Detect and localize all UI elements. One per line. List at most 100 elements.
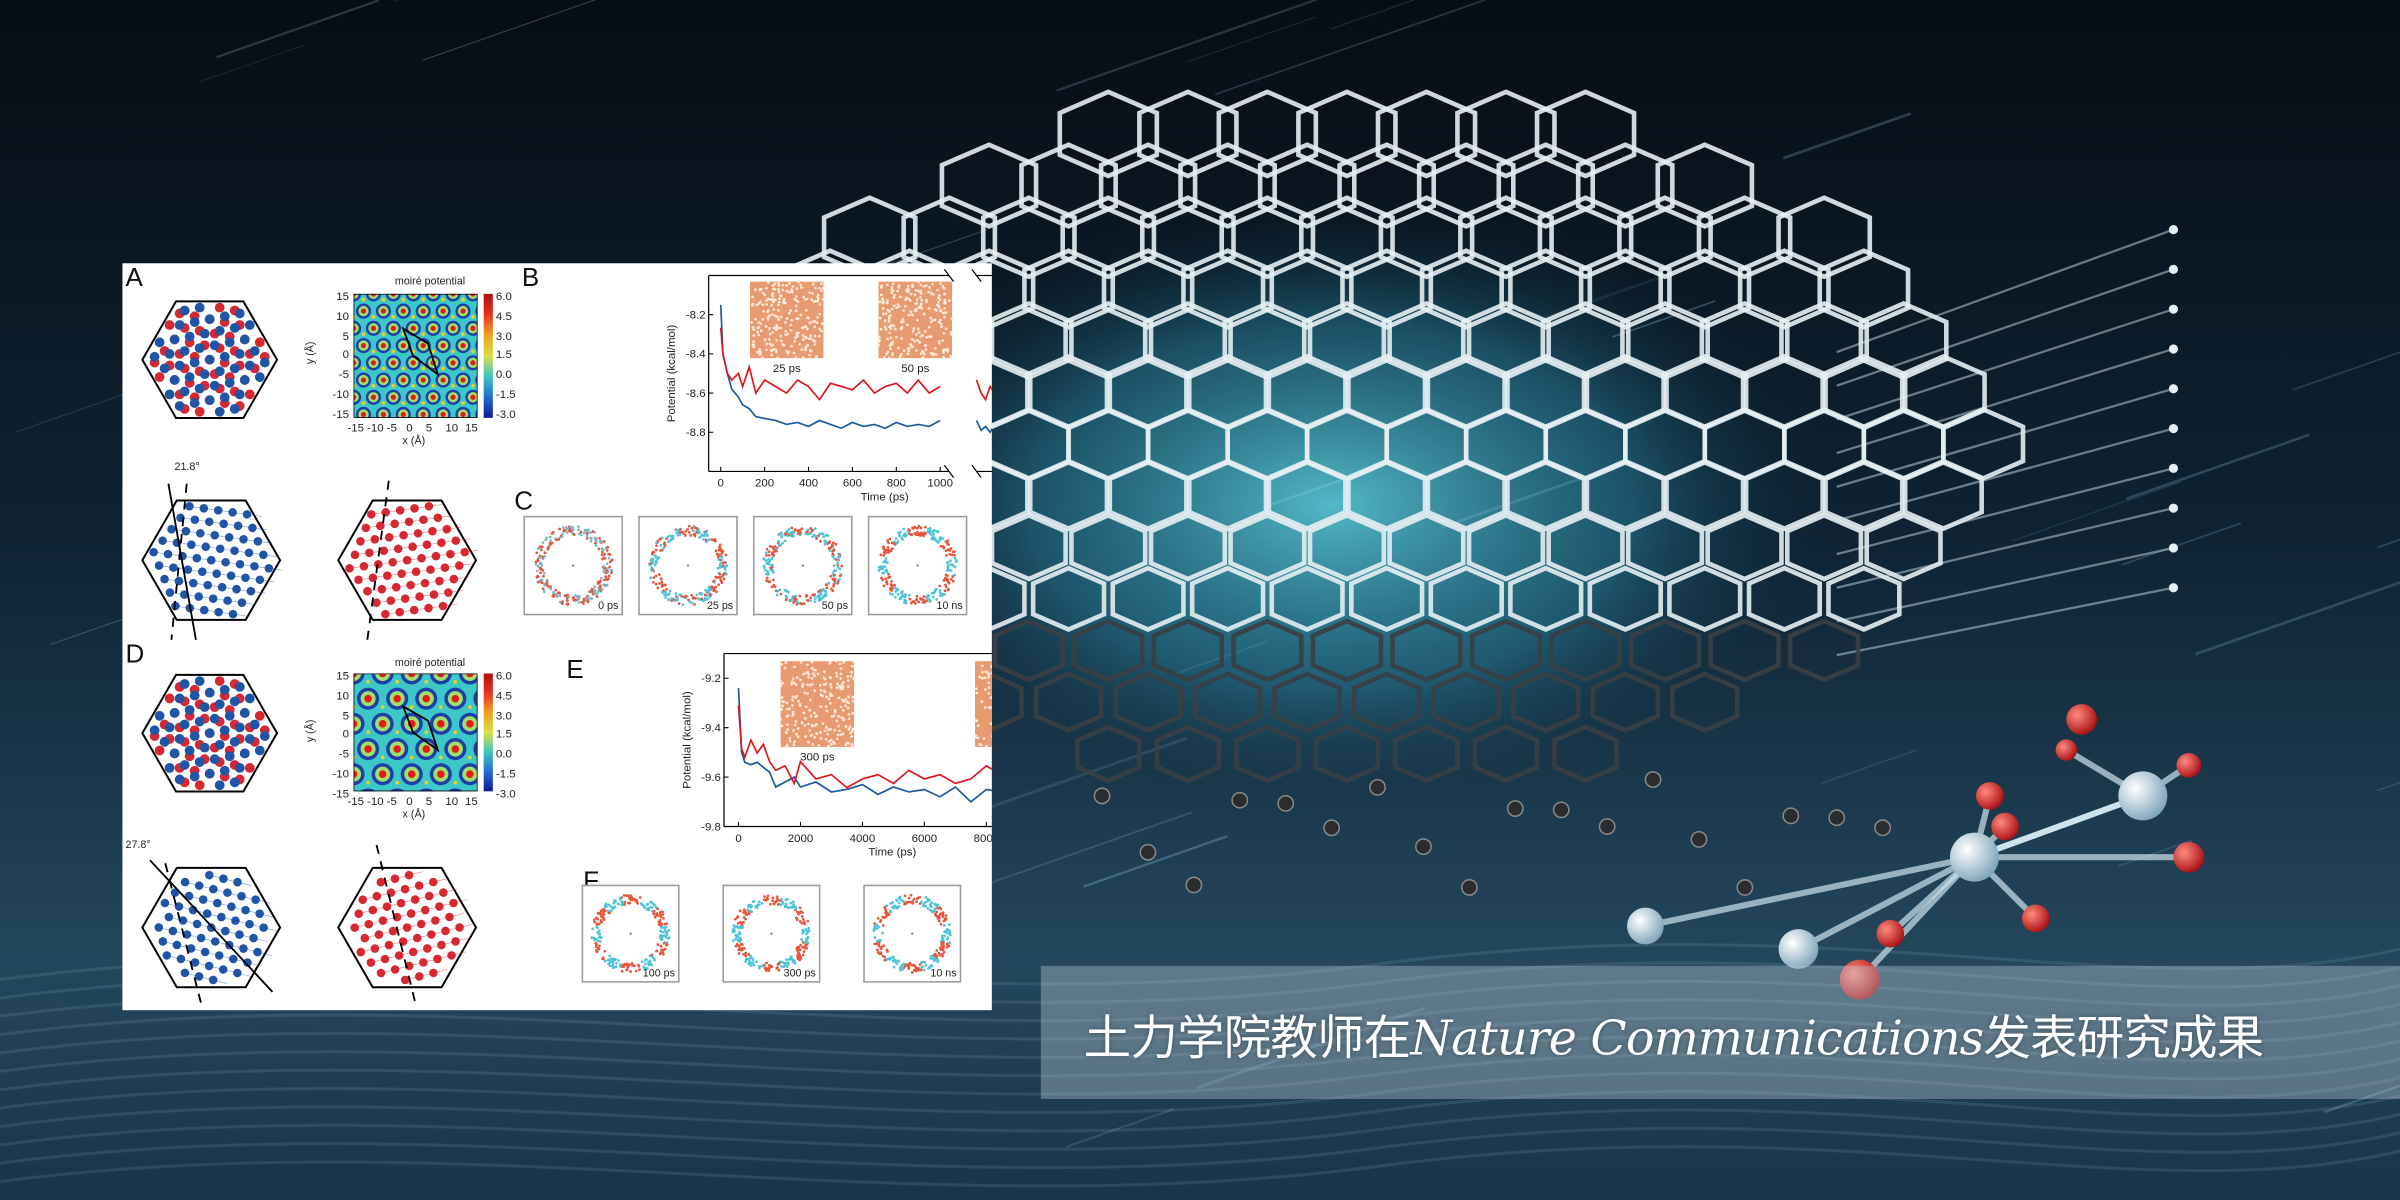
particle-dot	[660, 580, 664, 584]
particle-dot	[903, 894, 907, 898]
blue-atom	[199, 369, 210, 380]
particle-dot	[658, 582, 661, 585]
inset-dot	[827, 740, 831, 743]
particle-dot	[651, 902, 655, 906]
inset-dot	[801, 682, 805, 686]
particle-dot	[880, 565, 884, 569]
particle-dot	[784, 902, 788, 906]
inset-dot	[880, 293, 883, 297]
inset-dot	[781, 681, 785, 685]
particle-dot	[827, 581, 831, 585]
inset-dot	[776, 326, 780, 330]
particle-dot	[722, 577, 726, 581]
inset-dot	[789, 329, 793, 332]
particle-dot	[946, 539, 950, 542]
particle-dot	[772, 553, 776, 557]
particle-dot	[687, 524, 691, 528]
red-atom	[446, 549, 455, 559]
inset-dot	[795, 732, 799, 736]
particle-dot	[913, 602, 917, 605]
blue-atom	[244, 320, 255, 330]
particle-dot	[602, 584, 606, 587]
particle-dot	[540, 578, 544, 582]
blue-atom	[202, 909, 212, 918]
potential-peak	[450, 325, 456, 331]
axis-frame	[708, 274, 949, 473]
particle-dot	[948, 931, 952, 935]
unit-cell	[401, 326, 440, 377]
blue-atom	[229, 322, 240, 333]
graphene-hexagon	[1313, 724, 1381, 784]
inset-dot	[779, 334, 783, 338]
particle-dot	[749, 903, 752, 907]
particle-dot	[708, 587, 712, 591]
red-atom	[423, 944, 432, 953]
inset-dot	[816, 296, 820, 299]
particle-dot	[945, 554, 948, 557]
graphene-hexagon	[1416, 142, 1516, 229]
particle-dot	[546, 546, 550, 550]
wire	[1836, 308, 2174, 421]
inset-dot	[897, 286, 901, 289]
particle-dot	[881, 924, 885, 927]
inset-dot	[839, 677, 843, 680]
graphene-hexagon	[1425, 459, 1507, 532]
inset-dot	[765, 303, 768, 306]
inset-dot	[846, 685, 850, 689]
particle-dot	[901, 899, 905, 903]
particle-dot	[882, 546, 885, 549]
red-atom	[424, 501, 434, 511]
y-tick: -10	[332, 766, 349, 781]
inset-dot	[915, 333, 918, 336]
particle-dot	[662, 546, 666, 550]
particle-dot	[538, 566, 542, 570]
inset-dot	[892, 324, 896, 328]
red-atom	[390, 874, 400, 883]
carbon-node	[1782, 807, 1800, 825]
blue-atom	[206, 555, 216, 565]
particle-dot	[765, 554, 768, 557]
particle-dot	[770, 568, 774, 572]
red-atom	[428, 877, 438, 887]
particle-dot	[628, 901, 632, 905]
particle-dot	[662, 948, 665, 952]
particle-dot	[793, 961, 797, 965]
blue-atom	[259, 357, 270, 368]
particle-dot	[709, 593, 712, 597]
particle-dot	[542, 571, 546, 575]
blue-atom	[204, 687, 215, 698]
inset-dot	[950, 317, 954, 321]
blue-atom	[239, 334, 250, 345]
blue-atom	[226, 571, 236, 580]
particle-dot	[873, 936, 877, 939]
particle-dot	[739, 948, 743, 952]
inset-dot	[779, 294, 783, 297]
snapshot-time-label: 10 ns	[930, 968, 957, 980]
red-atom	[435, 576, 444, 586]
particle-dot	[690, 593, 694, 597]
wire-tip	[2168, 264, 2179, 274]
inset-dot	[912, 327, 916, 330]
particle-dot	[720, 552, 724, 555]
particle-dot	[662, 917, 665, 920]
particle-dot	[566, 602, 570, 606]
graphene-hexagon	[1337, 142, 1437, 229]
red-atom	[415, 972, 424, 981]
blue-atom	[184, 745, 195, 756]
particle-dot	[764, 551, 768, 555]
particle-dot	[605, 549, 609, 552]
particle-dot	[943, 918, 947, 922]
potential-peak	[393, 745, 401, 753]
particle-dot	[538, 545, 542, 549]
blue-atom	[253, 947, 262, 957]
particle-dot	[765, 961, 768, 965]
inset-dot	[949, 332, 953, 336]
blue-atom	[169, 708, 180, 718]
inset-dot	[793, 298, 797, 301]
blue-atom	[194, 383, 205, 394]
particle-dot	[664, 596, 667, 599]
graphene-hexagon	[1098, 142, 1198, 229]
blue-atom	[189, 731, 200, 741]
particle-dot	[902, 962, 905, 966]
inset-dot	[847, 741, 851, 745]
